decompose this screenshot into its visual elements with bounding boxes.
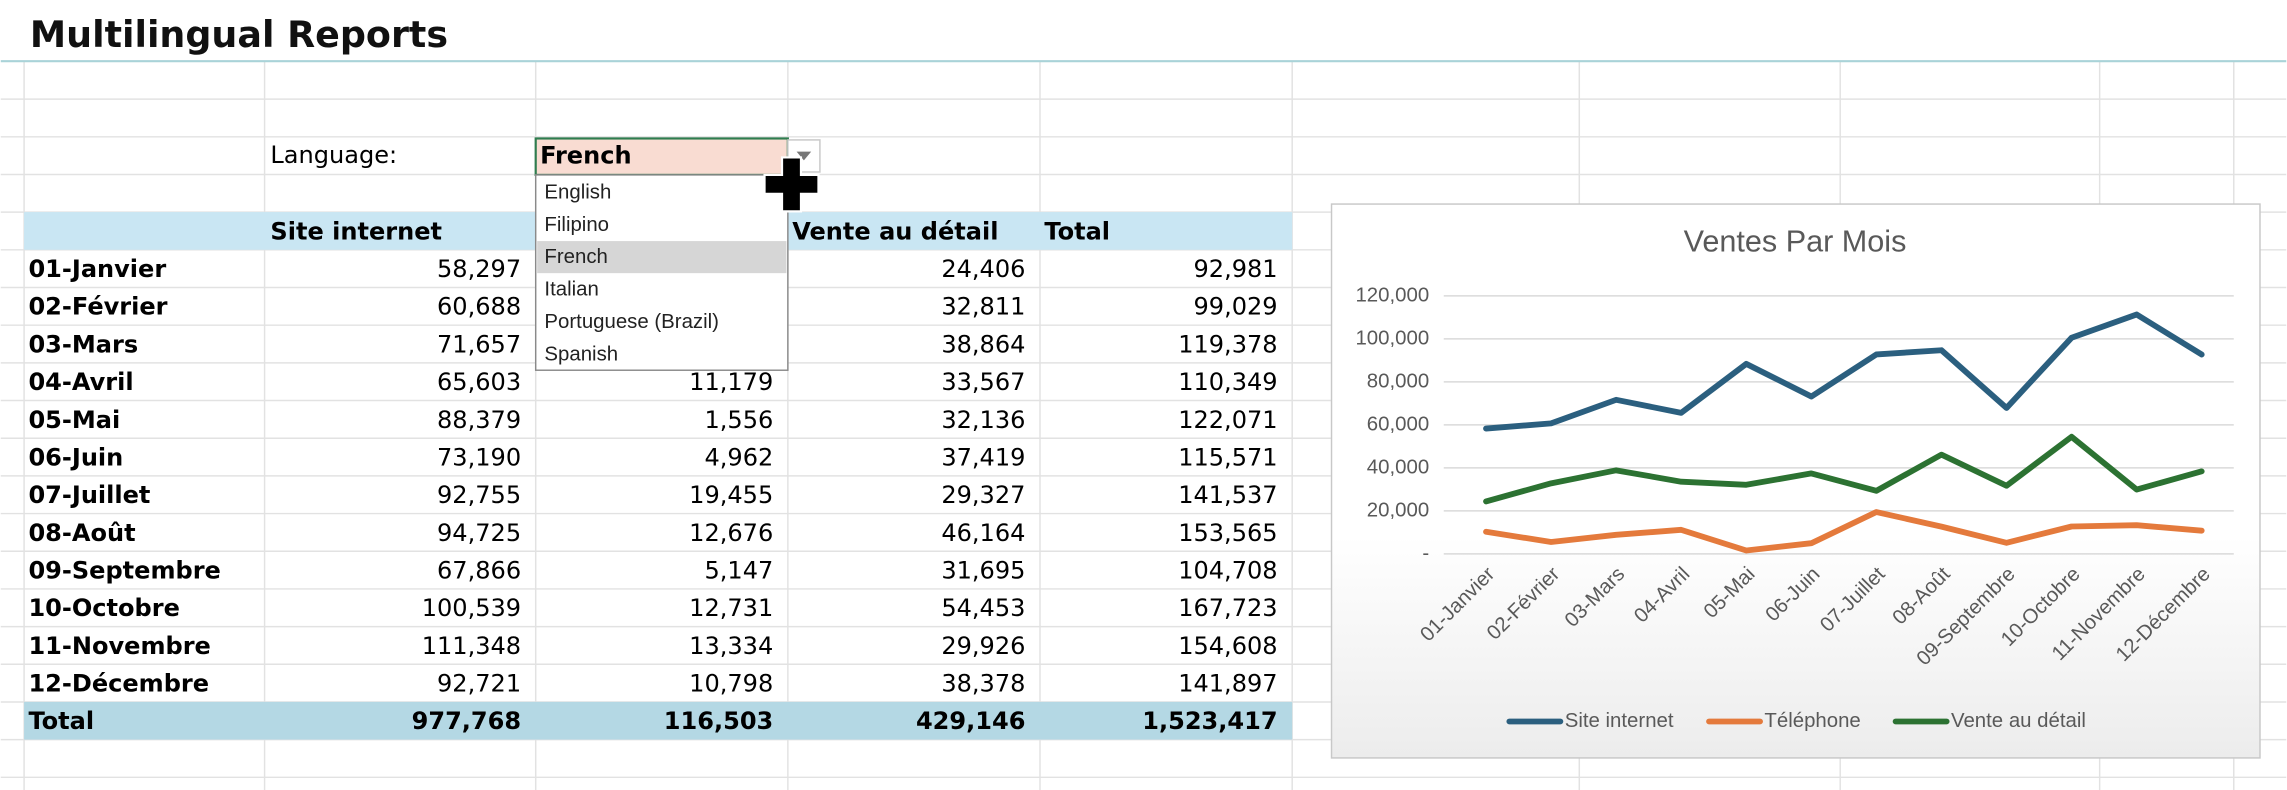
- total-row: [24, 702, 1292, 740]
- row-label: 07-Juillet: [28, 481, 150, 509]
- cell-value: 65,603: [437, 368, 521, 396]
- cell-value: 31,695: [941, 556, 1025, 584]
- cell-value: 111,348: [422, 632, 521, 660]
- row-label: 05-Mai: [28, 406, 120, 434]
- row-label: 08-Août: [28, 519, 135, 547]
- y-tick-label: 60,000: [1367, 413, 1429, 435]
- dropdown-option[interactable]: Portuguese (Brazil): [544, 311, 719, 333]
- column-header: Vente au détail: [792, 217, 998, 245]
- cell-value: 88,379: [437, 406, 521, 434]
- cell-value: 99,029: [1194, 293, 1278, 321]
- dropdown-option[interactable]: English: [544, 182, 611, 204]
- cell-value: 141,537: [1178, 481, 1277, 509]
- dropdown-option[interactable]: French: [544, 246, 607, 268]
- cell-value: 12,676: [689, 519, 773, 547]
- cell-value: 100,539: [422, 594, 521, 622]
- cell-value: 10,798: [689, 670, 773, 698]
- dropdown-list[interactable]: English Filipino French Italian Portuguese (…: [536, 175, 788, 370]
- cell-value: 32,811: [941, 293, 1025, 321]
- cell-value: 58,297: [437, 255, 521, 283]
- cell-value: 46,164: [941, 519, 1025, 547]
- row-label: 11-Novembre: [28, 632, 210, 660]
- cell-value: 1,556: [704, 406, 773, 434]
- row-label: 03-Mars: [28, 330, 138, 358]
- total-value: 977,768: [412, 707, 521, 735]
- cell-value: 4,962: [704, 443, 773, 471]
- row-label: 04-Avril: [28, 368, 133, 396]
- cell-value: 38,864: [941, 330, 1025, 358]
- cell-value: 11,179: [689, 368, 773, 396]
- cell-value: 12,731: [689, 594, 773, 622]
- row-label: 01-Janvier: [28, 255, 166, 283]
- cell-value: 92,755: [437, 481, 521, 509]
- cell-value: 115,571: [1178, 443, 1277, 471]
- legend-label: Site internet: [1565, 710, 1674, 732]
- dropdown-option[interactable]: Italian: [544, 279, 598, 301]
- cell-value: 37,419: [941, 443, 1025, 471]
- cell-value: 38,378: [941, 670, 1025, 698]
- y-tick-label: -: [1422, 542, 1429, 564]
- y-tick-label: 120,000: [1355, 284, 1429, 306]
- cell-value: 24,406: [941, 255, 1025, 283]
- y-tick-label: 40,000: [1367, 456, 1429, 478]
- chart-title: Ventes Par Mois: [1684, 224, 1907, 258]
- legend-label: Vente au détail: [1951, 710, 2086, 732]
- row-label: 12-Décembre: [28, 670, 209, 698]
- chart: Ventes Par Mois - 20,000 40,000 60,000 80,00…: [1332, 204, 2260, 758]
- column-header: Site internet: [270, 217, 442, 245]
- dropdown-option[interactable]: Spanish: [544, 343, 618, 365]
- cell-value: 54,453: [941, 594, 1025, 622]
- y-tick-label: 80,000: [1367, 370, 1429, 392]
- cell-value: 141,897: [1178, 670, 1277, 698]
- row-label: 09-Septembre: [28, 556, 220, 584]
- cell-value: 13,334: [689, 632, 773, 660]
- legend-label: Téléphone: [1764, 710, 1860, 732]
- total-value: 1,523,417: [1142, 707, 1277, 735]
- cell-value: 29,327: [941, 481, 1025, 509]
- cell-value: 94,725: [437, 519, 521, 547]
- language-label: Language:: [270, 141, 397, 169]
- column-header: Total: [1044, 217, 1110, 245]
- dropdown-option[interactable]: Filipino: [544, 214, 609, 236]
- total-label: Total: [28, 707, 94, 735]
- cell-value: 19,455: [689, 481, 773, 509]
- cell-value: 92,721: [437, 670, 521, 698]
- sheet-title: Multilingual Reports: [30, 13, 448, 56]
- row-label: 10-Octobre: [28, 594, 179, 622]
- cell-value: 67,866: [437, 556, 521, 584]
- total-value: 116,503: [664, 707, 773, 735]
- cell-value: 110,349: [1178, 368, 1277, 396]
- y-tick-label: 100,000: [1355, 327, 1429, 349]
- total-value: 429,146: [916, 707, 1025, 735]
- cell-value: 122,071: [1178, 406, 1277, 434]
- y-tick-label: 20,000: [1367, 499, 1429, 521]
- cell-value: 32,136: [941, 406, 1025, 434]
- cell-value: 92,981: [1194, 255, 1278, 283]
- cell-value: 29,926: [941, 632, 1025, 660]
- cell-value: 71,657: [437, 330, 521, 358]
- cell-value: 5,147: [704, 556, 773, 584]
- chart-area: [1332, 204, 2260, 758]
- row-label: 02-Février: [28, 293, 167, 321]
- cell-value: 154,608: [1178, 632, 1277, 660]
- cell-value: 153,565: [1178, 519, 1277, 547]
- cell-value: 73,190: [437, 443, 521, 471]
- cell-value: 104,708: [1178, 556, 1277, 584]
- cell-value: 119,378: [1178, 330, 1277, 358]
- cell-value: 33,567: [941, 368, 1025, 396]
- row-label: 06-Juin: [28, 443, 123, 471]
- cell-value: 60,688: [437, 293, 521, 321]
- language-selected[interactable]: French: [540, 142, 632, 170]
- cell-value: 167,723: [1178, 594, 1277, 622]
